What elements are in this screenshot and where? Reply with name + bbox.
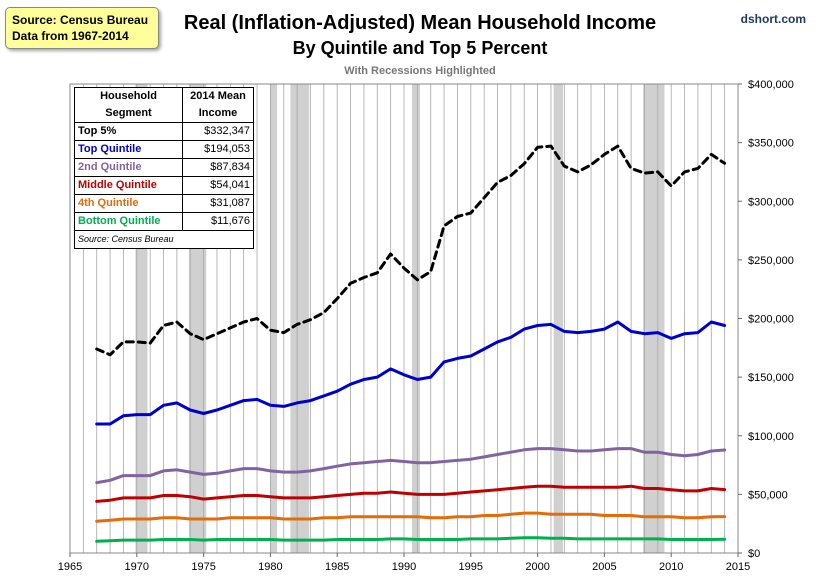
income-table: Household Segment 2014 Mean Income Top 5…: [74, 87, 254, 249]
table-source-note: Source: Census Bureau: [74, 230, 254, 249]
series-line-bottom-quintile: [95, 536, 727, 543]
header-segment: Household Segment: [74, 87, 183, 123]
y-tick-label: $0: [748, 548, 760, 560]
table-row: Top Quintile $194,053: [74, 140, 254, 159]
series-line-4th-quintile: [95, 511, 727, 523]
row-value: $31,087: [182, 194, 254, 213]
table-row: Top 5% $332,347: [74, 122, 254, 141]
x-tick-label: 1965: [58, 561, 82, 573]
header-segment-line-2: Segment: [105, 107, 152, 119]
x-axis-ticks: 1965 1970 1975 1980 1985 1990 1995 2000 2005 2010…: [58, 553, 750, 573]
recession-band: [270, 84, 278, 553]
row-label: 4th Quintile: [74, 194, 183, 213]
recession-band: [290, 84, 310, 553]
x-tick-label: 1990: [392, 561, 416, 573]
chart-subtitle: With Recessions Highlighted: [344, 65, 496, 77]
table-row: Middle Quintile $54,041: [74, 176, 254, 195]
row-label: 2nd Quintile: [74, 158, 183, 177]
table-row: 2nd Quintile $87,834: [74, 158, 254, 177]
row-label: Top Quintile: [74, 140, 183, 159]
x-tick-label: 1980: [258, 561, 282, 573]
x-tick-label: 2010: [659, 561, 683, 573]
header-segment-line-1: Household: [100, 90, 157, 102]
row-value: $11,676: [182, 212, 254, 231]
x-tick-label: 1975: [191, 561, 215, 573]
source-line-2: Data from 1967-2014: [12, 29, 129, 43]
row-value: $194,053: [182, 140, 254, 159]
x-tick-label: 1970: [125, 561, 149, 573]
chart-title-line-2: By Quintile and Top 5 Percent: [292, 38, 548, 58]
chart-title: Real (Inflation-Adjusted) Mean Household…: [183, 12, 657, 34]
y-axis-ticks: $0 $50,000 $100,000 $150,000 $200,000 $250,00…: [738, 79, 794, 560]
y-tick-label: $350,000: [748, 138, 794, 150]
table-row: 4th Quintile $31,087: [74, 194, 254, 213]
x-tick-label: 1985: [325, 561, 349, 573]
y-tick-label: $300,000: [748, 196, 794, 208]
table-row: Bottom Quintile $11,676: [74, 212, 254, 231]
y-tick-label: $50,000: [748, 489, 788, 501]
y-tick-label: $200,000: [748, 314, 794, 326]
x-tick-label: 2015: [726, 561, 750, 573]
source-note-box: Source: Census Bureau Data from 1967-201…: [5, 7, 159, 49]
y-tick-label: $150,000: [748, 372, 794, 384]
y-tick-label: $100,000: [748, 431, 794, 443]
row-label: Middle Quintile: [74, 176, 183, 195]
row-label: Top 5%: [74, 122, 183, 141]
header-income-line-2: Income: [198, 107, 238, 119]
series-line-2nd-quintile: [95, 447, 727, 485]
table-note-row: Source: Census Bureau: [74, 230, 254, 249]
row-value: $332,347: [182, 122, 254, 141]
row-label: Bottom Quintile: [74, 212, 183, 231]
credit-label: dshort.com: [740, 12, 806, 26]
y-tick-label: $250,000: [748, 255, 794, 267]
series-line-middle-quintile: [95, 484, 727, 503]
recession-band: [643, 84, 665, 553]
header-income-line-1: 2014 Mean: [190, 90, 246, 102]
x-tick-label: 2005: [592, 561, 616, 573]
x-tick-label: 1995: [459, 561, 483, 573]
recession-band: [412, 84, 421, 553]
series-line-top-5: [95, 144, 727, 357]
source-line-1: Source: Census Bureau: [12, 13, 149, 27]
recession-band: [553, 84, 563, 553]
row-value: $54,041: [182, 176, 254, 195]
y-tick-label: $400,000: [748, 79, 794, 91]
series-lines: [95, 144, 727, 543]
table-header-row: Household Segment 2014 Mean Income: [74, 87, 254, 123]
row-value: $87,834: [182, 158, 254, 177]
series-line-top-quintile: [95, 320, 727, 426]
x-tick-label: 2000: [525, 561, 549, 573]
header-income: 2014 Mean Income: [182, 87, 254, 123]
